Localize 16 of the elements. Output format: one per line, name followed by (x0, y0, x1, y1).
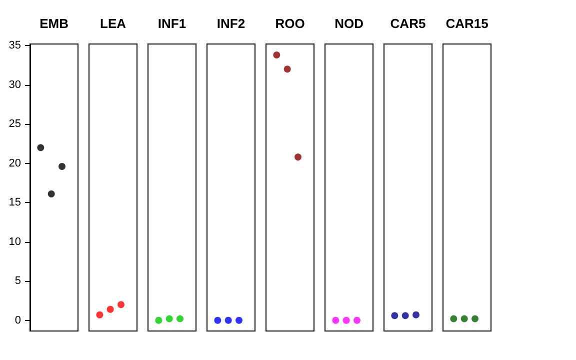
x-tick-label: NOD (334, 16, 364, 31)
y-tick-label: 35 (8, 40, 21, 52)
y-tick-label: 30 (8, 78, 21, 91)
y-tick-label: 0 (14, 314, 21, 326)
y-tick-label: 5 (14, 275, 21, 288)
x-tick-label: EMB (40, 16, 68, 31)
y-tick-label: 20 (8, 157, 21, 170)
y-tick-label: 25 (8, 118, 21, 130)
x-tick-label: CAR5 (390, 16, 426, 31)
x-tick-label: INF2 (216, 16, 246, 31)
y-tick-label: 10 (8, 236, 21, 248)
y-tick-label: 15 (8, 196, 21, 209)
x-tick-label: LEA (100, 16, 127, 31)
x-tick-label: INF1 (158, 16, 186, 31)
x-tick-label: ROO (275, 16, 305, 31)
x-tick-label: CAR15 (446, 16, 488, 31)
